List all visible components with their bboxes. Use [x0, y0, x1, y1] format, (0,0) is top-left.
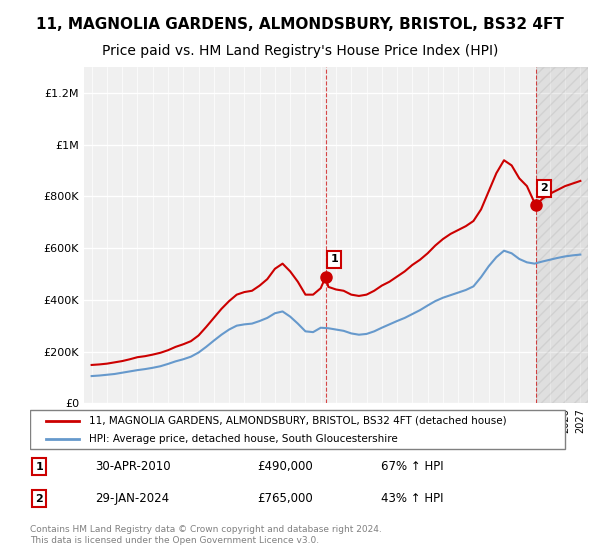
Bar	[536, 67, 588, 403]
Text: 2: 2	[541, 183, 548, 193]
Text: Contains HM Land Registry data © Crown copyright and database right 2024.
This d: Contains HM Land Registry data © Crown c…	[30, 525, 382, 545]
Text: 2: 2	[35, 494, 43, 504]
Text: 43% ↑ HPI: 43% ↑ HPI	[381, 492, 443, 505]
Text: 1: 1	[331, 254, 338, 264]
Text: 67% ↑ HPI: 67% ↑ HPI	[381, 460, 443, 473]
Text: 1: 1	[35, 461, 43, 472]
Text: HPI: Average price, detached house, South Gloucestershire: HPI: Average price, detached house, Sout…	[89, 434, 398, 444]
FancyBboxPatch shape	[30, 410, 565, 449]
Text: 11, MAGNOLIA GARDENS, ALMONDSBURY, BRISTOL, BS32 4FT (detached house): 11, MAGNOLIA GARDENS, ALMONDSBURY, BRIST…	[89, 416, 507, 426]
Text: £765,000: £765,000	[257, 492, 313, 505]
Text: £490,000: £490,000	[257, 460, 313, 473]
Text: Price paid vs. HM Land Registry's House Price Index (HPI): Price paid vs. HM Land Registry's House …	[102, 44, 498, 58]
Text: 11, MAGNOLIA GARDENS, ALMONDSBURY, BRISTOL, BS32 4FT: 11, MAGNOLIA GARDENS, ALMONDSBURY, BRIST…	[36, 17, 564, 32]
Text: 29-JAN-2024: 29-JAN-2024	[95, 492, 169, 505]
Text: 30-APR-2010: 30-APR-2010	[95, 460, 170, 473]
